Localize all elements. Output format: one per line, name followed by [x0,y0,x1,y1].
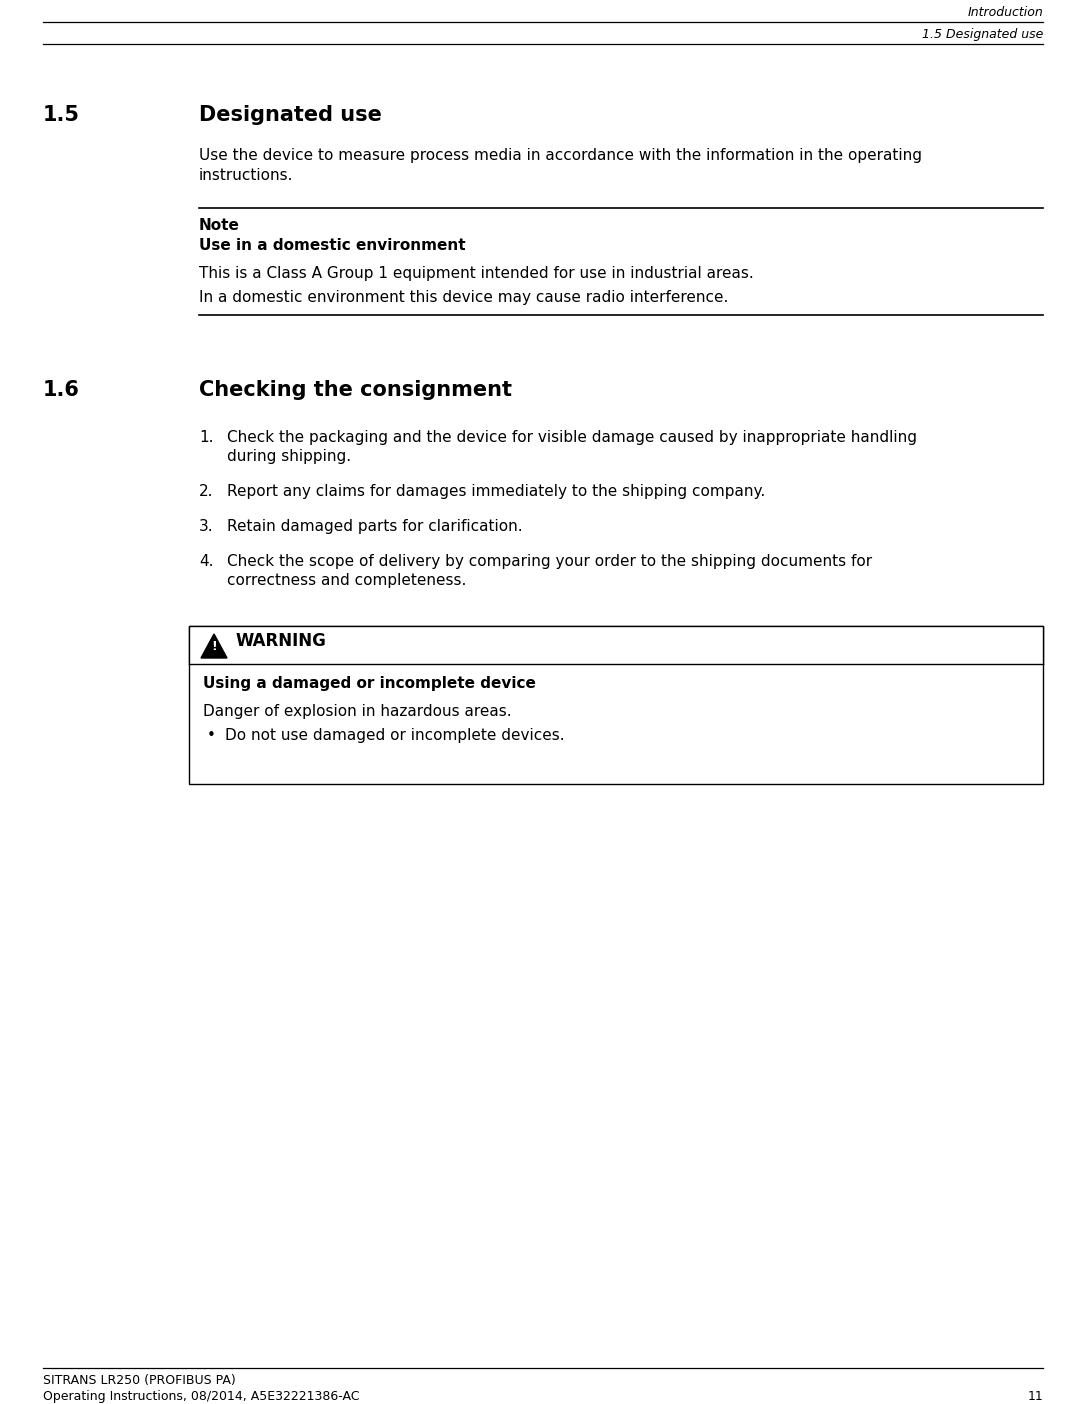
Text: Check the scope of delivery by comparing your order to the shipping documents fo: Check the scope of delivery by comparing… [227,555,872,569]
Text: 1.6: 1.6 [43,380,80,400]
Text: Use in a domestic environment: Use in a domestic environment [199,239,465,253]
Text: 2.: 2. [199,484,214,498]
Text: Using a damaged or incomplete device: Using a damaged or incomplete device [203,675,535,691]
Text: Do not use damaged or incomplete devices.: Do not use damaged or incomplete devices… [225,729,564,743]
Text: during shipping.: during shipping. [227,449,352,463]
Text: Introduction: Introduction [968,6,1043,20]
Text: Checking the consignment: Checking the consignment [199,380,512,400]
Text: Report any claims for damages immediately to the shipping company.: Report any claims for damages immediatel… [227,484,765,498]
Text: 1.5: 1.5 [43,105,80,125]
Text: SITRANS LR250 (PROFIBUS PA): SITRANS LR250 (PROFIBUS PA) [43,1375,235,1387]
Text: Retain damaged parts for clarification.: Retain damaged parts for clarification. [227,519,522,534]
Text: This is a Class A Group 1 equipment intended for use in industrial areas.: This is a Class A Group 1 equipment inte… [199,265,754,281]
Text: 11: 11 [1028,1390,1043,1403]
Text: Designated use: Designated use [199,105,382,125]
Text: 3.: 3. [199,519,214,534]
Text: 1.: 1. [199,430,214,445]
Text: Use the device to measure process media in accordance with the information in th: Use the device to measure process media … [199,147,922,163]
Polygon shape [201,635,227,658]
Text: WARNING: WARNING [235,632,326,650]
Text: In a domestic environment this device may cause radio interference.: In a domestic environment this device ma… [199,291,729,305]
Text: correctness and completeness.: correctness and completeness. [227,573,467,588]
Text: Danger of explosion in hazardous areas.: Danger of explosion in hazardous areas. [203,703,512,719]
Text: •: • [207,729,216,743]
Text: Note: Note [199,218,240,233]
Bar [189,626,1043,664]
Text: Check the packaging and the device for visible damage caused by inappropriate ha: Check the packaging and the device for v… [227,430,917,445]
Text: Operating Instructions, 08/2014, A5E32221386-AC: Operating Instructions, 08/2014, A5E3222… [43,1390,359,1403]
Text: !: ! [211,640,217,653]
Text: 4.: 4. [199,555,214,569]
Text: instructions.: instructions. [199,168,293,183]
Bar [189,626,1043,783]
Text: 1.5 Designated use: 1.5 Designated use [921,28,1043,41]
